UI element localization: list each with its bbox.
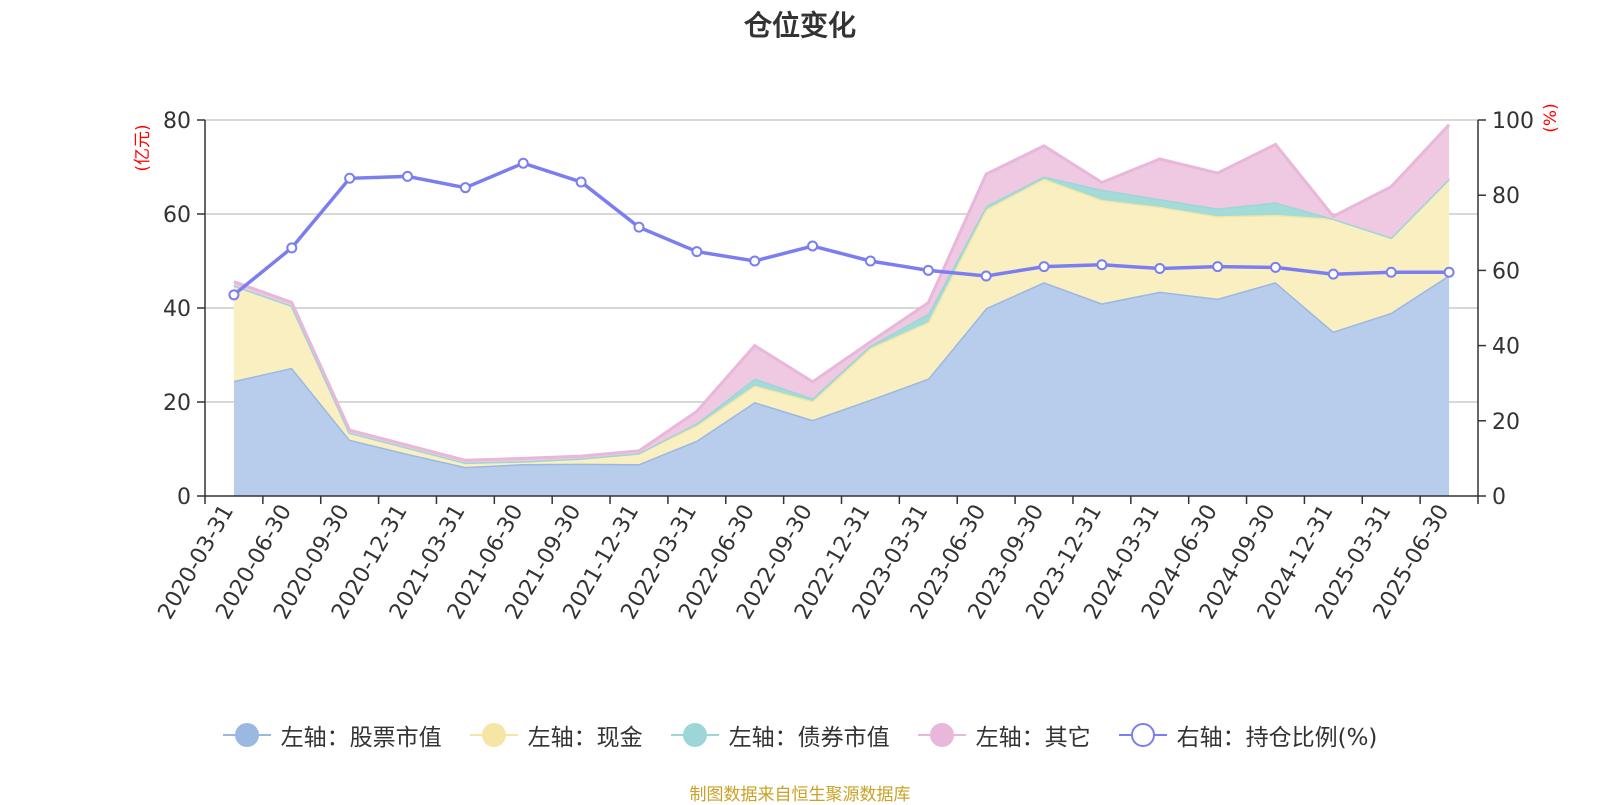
y-right-tick-label: 60 (1492, 259, 1520, 284)
legend-marker-icon (469, 721, 518, 749)
legend-label: 左轴：债券市值 (728, 725, 890, 751)
ratio-point[interactable] (1443, 266, 1455, 278)
ratio-point[interactable] (980, 270, 992, 282)
legend-marker-icon (670, 721, 719, 749)
legend-item[interactable]: 左轴：现金 (469, 718, 643, 752)
y-left-tick-label: 20 (163, 391, 191, 416)
ratio-point[interactable] (1385, 266, 1397, 278)
legend-label: 左轴：股票市值 (280, 725, 442, 751)
source-note: 制图数据来自恒生聚源数据库 (689, 785, 911, 805)
ratio-point[interactable] (1269, 261, 1281, 273)
legend-marker-icon (222, 721, 271, 749)
ratio-point[interactable] (517, 157, 529, 169)
legend-label: 左轴：其它 (975, 725, 1091, 751)
y-left-tick-label: 40 (163, 297, 191, 322)
ratio-point[interactable] (344, 172, 356, 184)
y-axis-right-label: (%) (1541, 103, 1561, 132)
ratio-point[interactable] (459, 182, 471, 194)
y-right-tick-label: 0 (1492, 485, 1506, 510)
legend: 左轴：股票市值 左轴：现金 左轴：债券市值 左轴：其它 右轴：持仓比例(%) (0, 718, 1600, 752)
area-layer (233, 123, 1451, 496)
legend-label: 左轴：现金 (527, 725, 643, 751)
legend-item[interactable]: 左轴：其它 (917, 718, 1091, 752)
y-left-tick-label: 0 (177, 485, 191, 510)
y-right-tick-label: 100 (1492, 109, 1534, 134)
ratio-point[interactable] (1096, 259, 1108, 271)
ratio-point[interactable] (633, 221, 645, 233)
y-left-tick-label: 80 (163, 109, 191, 134)
y-right-tick-label: 40 (1492, 335, 1520, 360)
ratio-point[interactable] (922, 264, 934, 276)
ratio-point[interactable] (807, 240, 819, 252)
area-左轴：股票市值 (233, 275, 1450, 496)
ratio-point[interactable] (1154, 263, 1166, 275)
y-right-tick-label: 80 (1492, 184, 1520, 209)
legend-label: 右轴：持仓比例(%) (1176, 725, 1378, 751)
y-left-tick-label: 60 (163, 203, 191, 228)
area-左轴：现金 (233, 178, 1450, 467)
chart-title: 仓位变化 (743, 9, 856, 42)
legend-marker-icon (1118, 721, 1167, 749)
ratio-point[interactable] (228, 289, 240, 301)
y-right-tick-label: 20 (1492, 410, 1520, 435)
ratio-point[interactable] (691, 246, 703, 258)
y-axis-left-label: (亿元) (133, 124, 153, 171)
ratio-point[interactable] (749, 255, 761, 267)
ratio-line-layer (228, 157, 1455, 301)
ratio-point[interactable] (1327, 268, 1339, 280)
area-edge-左轴：其它 (233, 123, 1451, 462)
legend-item[interactable]: 右轴：持仓比例(%) (1118, 718, 1378, 752)
legend-item[interactable]: 左轴：股票市值 (222, 718, 442, 752)
ratio-point[interactable] (286, 242, 298, 254)
ratio-point[interactable] (1038, 261, 1050, 273)
ratio-point[interactable] (1212, 261, 1224, 273)
ratio-point[interactable] (575, 176, 587, 188)
ratio-point[interactable] (402, 170, 414, 182)
ratio-line (232, 161, 1450, 297)
legend-marker-icon (917, 721, 966, 749)
legend-item[interactable]: 左轴：债券市值 (670, 718, 890, 752)
ratio-point[interactable] (864, 255, 876, 267)
